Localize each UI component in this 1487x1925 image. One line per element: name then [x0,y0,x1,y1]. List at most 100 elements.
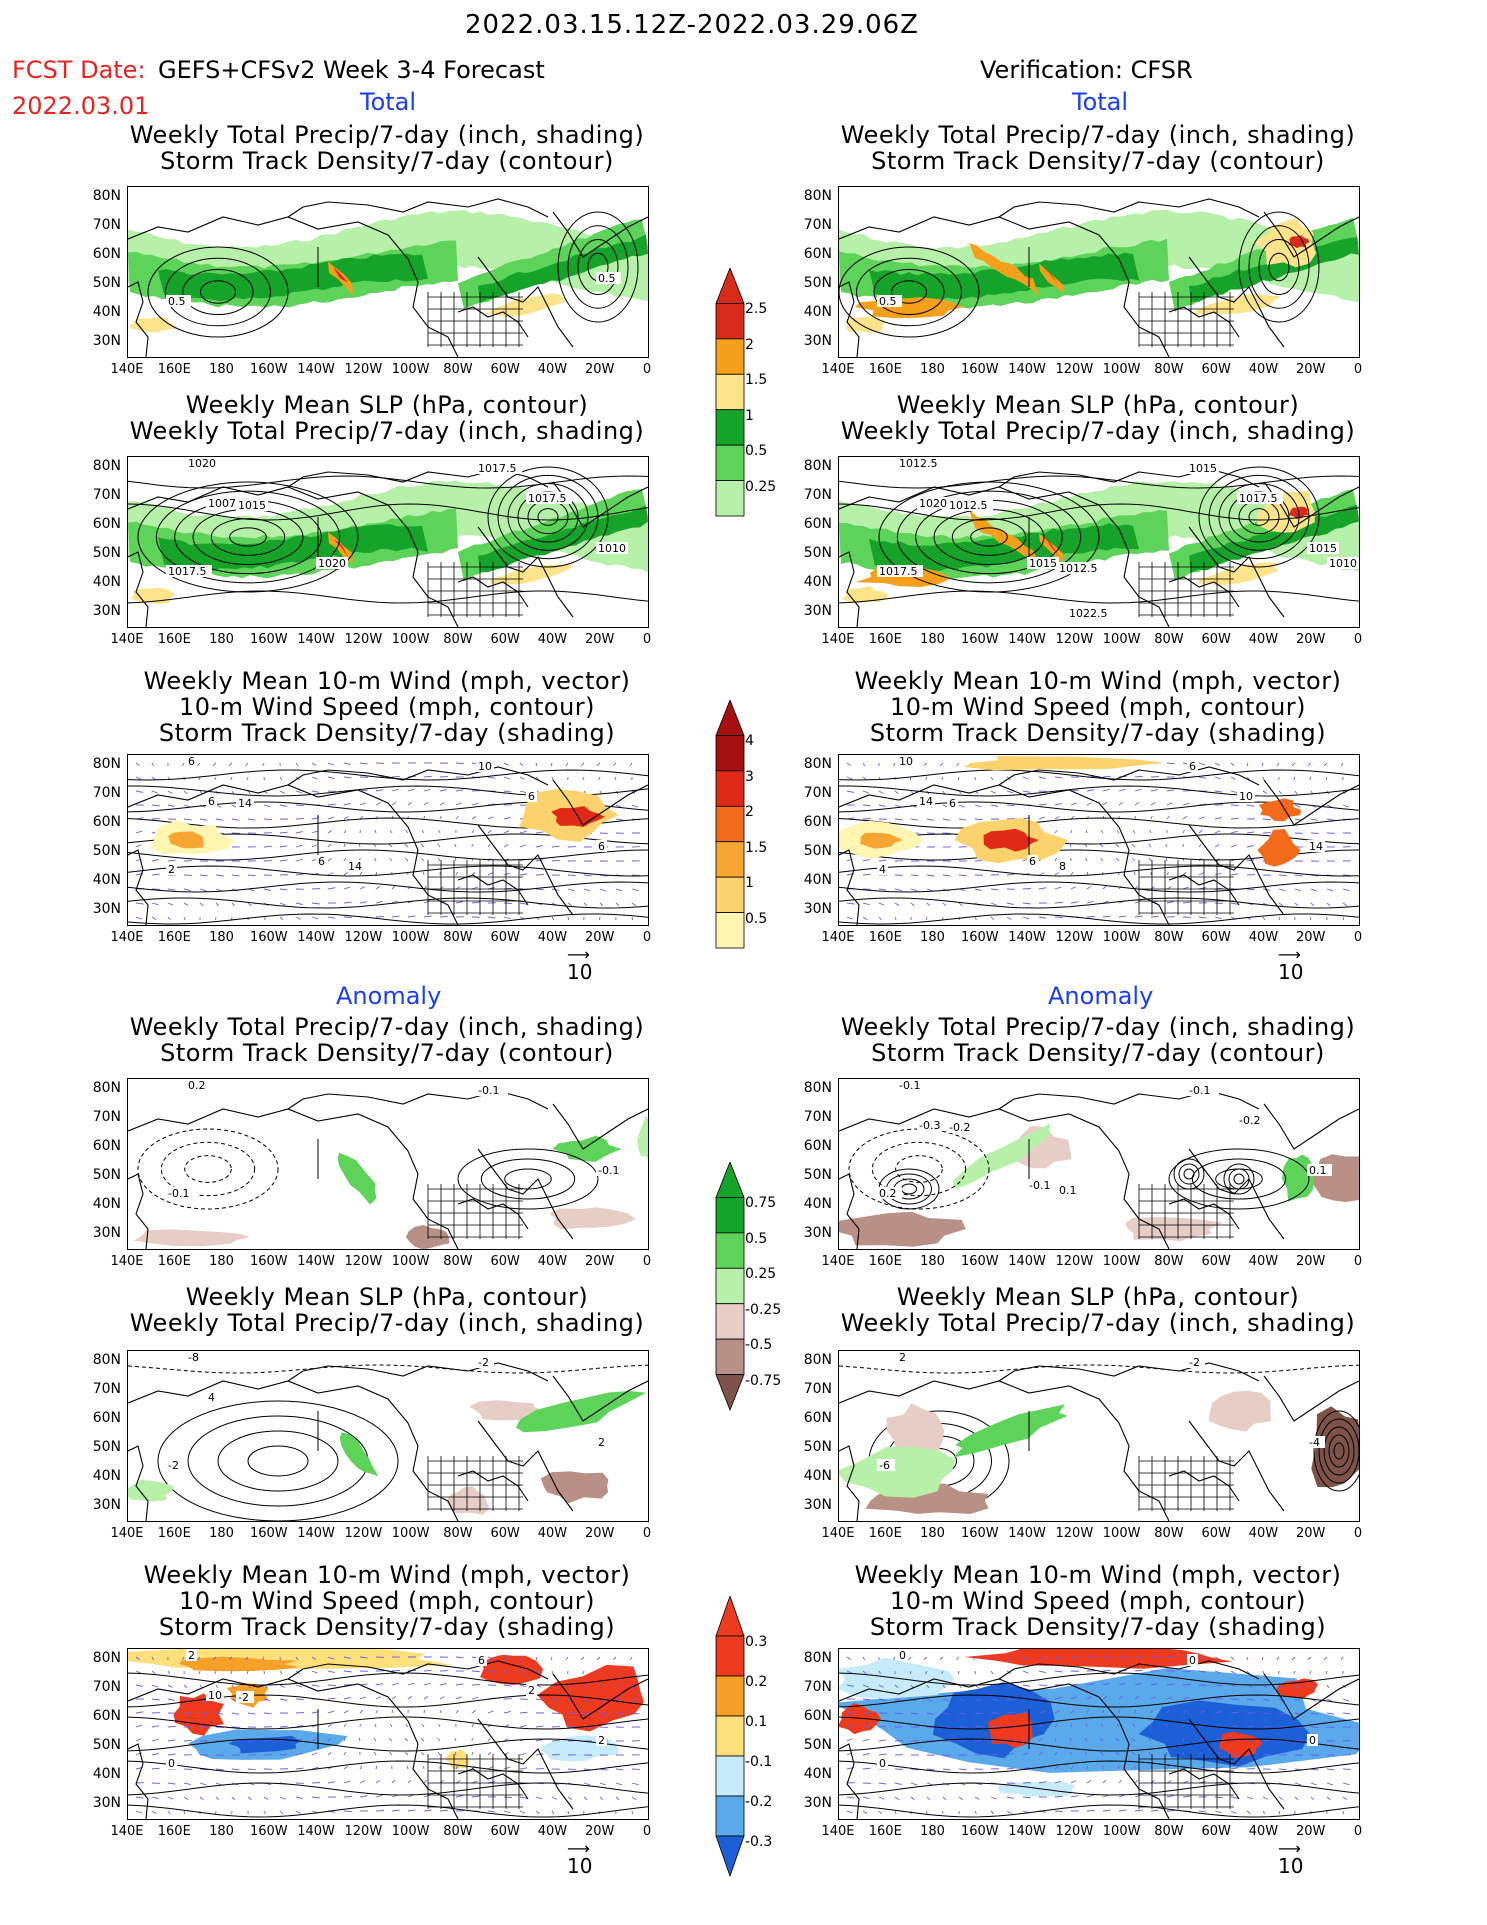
wind-vector [973,1656,976,1661]
wind-vector [407,788,415,792]
vector-arrow-icon: ⟶ [567,945,590,964]
lon-label: 120W [1055,1254,1094,1269]
wind-speed-contour [128,881,648,893]
lat-label: 80N [803,458,832,474]
wind-vector [598,776,601,781]
coastline [457,874,529,906]
wind-vector [311,902,320,905]
wind-vector [199,1796,204,1801]
wind-vector [327,1656,334,1660]
wind-vector [1084,843,1088,848]
lon-label: 20W [585,1526,615,1541]
lat-label: 60N [92,516,121,532]
colorbar-segment [715,1795,745,1837]
lon-label: 40W [1248,1824,1279,1839]
wind-vector [846,1810,853,1814]
wind-vector [1022,1656,1028,1660]
wind-vector [519,1670,525,1674]
precip-2in [1198,562,1280,587]
wind-vector [878,804,887,807]
wind-vector [551,776,554,781]
wind-vector [582,776,585,781]
wind-vector [1022,1782,1031,1784]
wind-vector [1038,776,1046,780]
wind-speed-contour [839,785,1359,797]
wind-vector [1022,888,1031,890]
wind-vector [1278,1796,1283,1801]
wind-vector [391,788,399,792]
colorbar-storm_total [715,700,745,949]
wind-vector [503,1710,511,1714]
wind-vector [1070,1709,1075,1714]
wind-vector [1131,1737,1136,1742]
wind-vector [519,776,525,780]
wind-vector [151,1810,157,1814]
storm-anom-contour [137,1128,279,1210]
wind-vector [327,843,332,848]
wind-vector [1054,1723,1058,1728]
lon-label: 20W [585,632,615,647]
lat-label: 60N [92,1138,121,1154]
lat-label: 80N [92,1650,121,1666]
wind-vector [375,789,384,792]
panel-title: Weekly Total Precip/7-day (inch, shading… [87,1014,687,1066]
wind-vector [1038,816,1046,820]
wind-vector [487,829,492,834]
lon-label: 180 [920,1526,945,1541]
wind-vector [862,790,869,794]
precip-wet [1282,1154,1314,1202]
lat-label: 70N [803,1381,832,1397]
wind-vector [958,790,962,795]
wind-vector [214,1670,217,1675]
lat-label: 40N [803,304,832,320]
wind-vector [1214,916,1222,920]
contour-label: 2 [188,1649,195,1662]
wind-vector [389,857,393,862]
wind-vector [956,1656,960,1661]
wind-vector [405,829,409,834]
storm-contour [1248,225,1310,309]
wind-vector [1148,843,1152,848]
wind-vector [878,1670,882,1675]
lat-label: 80N [92,756,121,772]
wind-vector [1086,789,1095,792]
coastline [1188,1148,1285,1240]
wind-vector [503,790,512,793]
wind-vector [1214,1796,1223,1799]
contour-label: 6 [1189,760,1196,773]
contour-label-bg [877,295,902,307]
lat-label: 60N [92,246,121,262]
lon-label: 100W [1102,362,1141,377]
wind-vector [580,762,585,767]
wind-vector [1310,1796,1315,1801]
wind-vector [343,1765,348,1770]
precip-2in [1193,294,1282,315]
wind-vector [404,857,409,862]
contour-label: 10 [899,755,913,768]
wind-vector [199,874,208,877]
wind-vector [1102,1809,1111,1812]
wind-vector [151,776,156,781]
wind-vector [247,1768,256,1771]
lon-label: 140E [821,632,855,647]
wind-vector [1099,843,1104,848]
coastline [552,211,648,258]
lon-label: 60W [490,632,520,647]
wind-vector [437,857,441,862]
coastline [128,216,459,357]
precip-heavy [158,253,428,302]
wind-vector [359,1656,368,1659]
wind-vector [1182,1723,1185,1728]
wind-speed-contour [839,1694,1359,1708]
coastline [552,1673,648,1720]
wind-vector [230,776,233,781]
wind-vector [1038,1684,1047,1686]
wind-vector [215,1768,224,1771]
wind-vector [1230,1656,1235,1661]
wind-vector [910,1712,919,1715]
wind-vector [910,888,918,892]
panel-title-line: Weekly Mean 10-m Wind (mph, vector) [854,1561,1342,1589]
lon-label: 180 [920,632,945,647]
wind-vector [1054,776,1063,779]
wind-vector [958,1796,963,1801]
